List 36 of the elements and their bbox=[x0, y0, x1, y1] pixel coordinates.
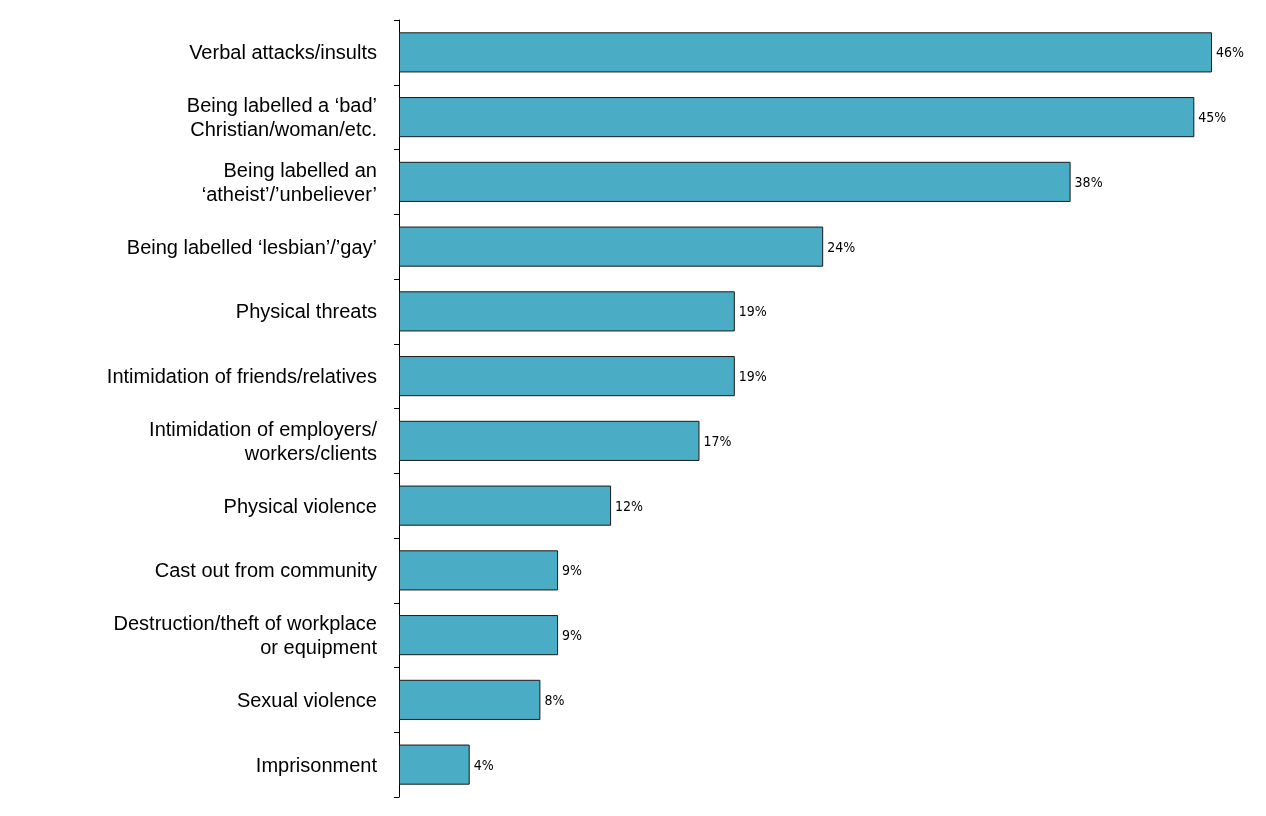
y-tick-label: Cast out from community bbox=[154, 559, 377, 582]
y-tick-label: Being labelled ‘lesbian’/’gay’ bbox=[126, 235, 377, 258]
y-tick-label: Physical violence bbox=[223, 494, 377, 517]
data-label: 8% bbox=[544, 691, 565, 708]
bar bbox=[399, 226, 824, 267]
y-tick-label: Destruction/theft of workplace or equipment bbox=[113, 612, 378, 659]
data-label: 38% bbox=[1074, 173, 1103, 190]
bar bbox=[399, 291, 735, 332]
data-label: 4% bbox=[473, 756, 494, 773]
y-tick-label: Intimidation of employers/ workers/clients bbox=[149, 417, 378, 464]
data-label: 19% bbox=[738, 368, 767, 385]
bar bbox=[399, 420, 700, 461]
data-label: 9% bbox=[562, 562, 583, 579]
bar bbox=[399, 679, 541, 720]
data-label: 9% bbox=[562, 627, 583, 644]
bar bbox=[399, 615, 559, 656]
bar bbox=[399, 485, 612, 526]
y-tick-label: Being labelled an ‘atheist’/’unbeliever’ bbox=[201, 158, 377, 205]
bar bbox=[399, 97, 1195, 138]
data-label: 12% bbox=[615, 497, 644, 514]
data-label: 19% bbox=[738, 303, 767, 320]
data-label: 17% bbox=[703, 432, 732, 449]
y-tick-label: Verbal attacks/insults bbox=[189, 41, 377, 64]
y-tick-label: Sexual violence bbox=[236, 688, 377, 711]
data-label: 45% bbox=[1198, 109, 1227, 126]
y-tick-label: Being labelled a ‘bad’ Christian/woman/etc. bbox=[186, 94, 377, 141]
bar bbox=[399, 550, 559, 591]
y-tick-label: Imprisonment bbox=[255, 753, 378, 776]
bar bbox=[399, 32, 1212, 73]
y-tick-label: Intimidation of friends/relatives bbox=[106, 365, 377, 388]
bar bbox=[399, 356, 735, 397]
bar bbox=[399, 161, 1071, 202]
data-label: 46% bbox=[1216, 44, 1245, 61]
y-tick-label: Physical threats bbox=[235, 300, 377, 323]
bar bbox=[399, 744, 470, 785]
data-label: 24% bbox=[827, 238, 856, 255]
